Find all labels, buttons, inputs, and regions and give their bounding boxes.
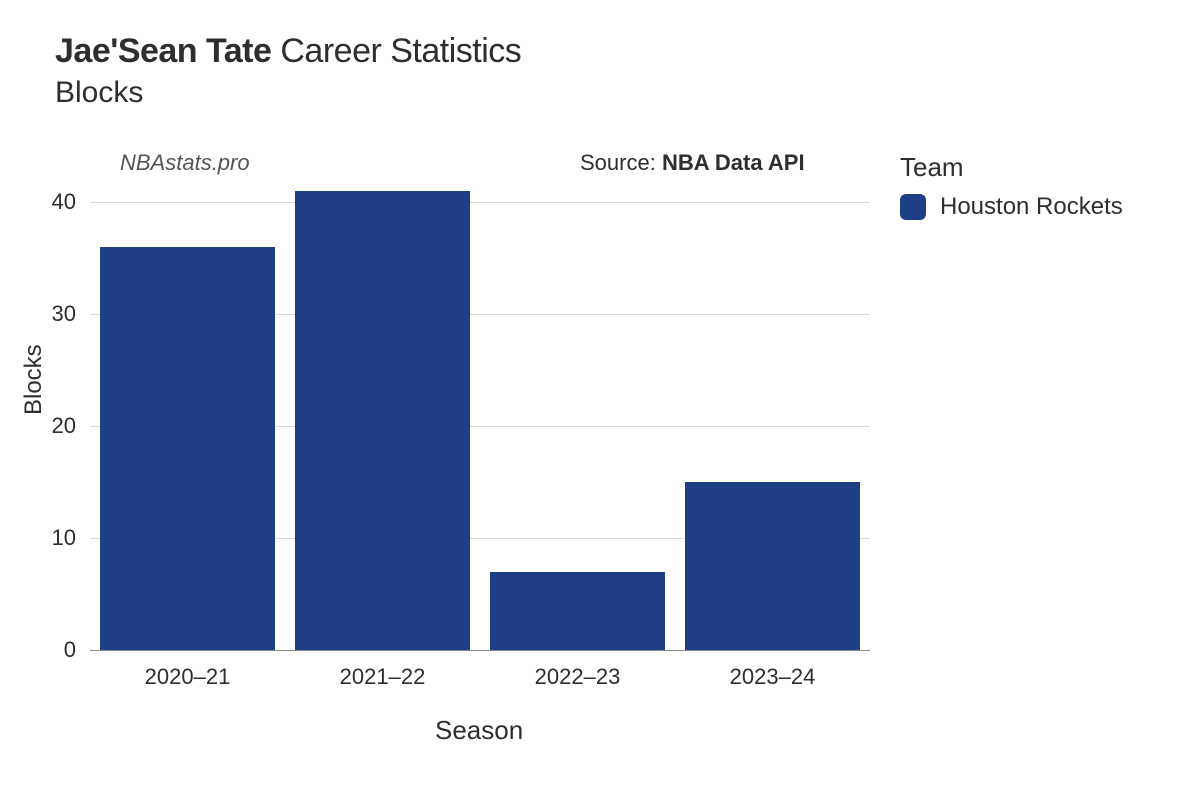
legend-swatch: [900, 194, 926, 220]
x-axis-label: Season: [435, 715, 523, 746]
x-tick-label: 2020–21: [145, 650, 231, 690]
bar: [295, 191, 471, 650]
y-tick-label: 30: [36, 301, 90, 327]
legend-label: Houston Rockets: [940, 193, 1123, 221]
x-tick-label: 2022–23: [535, 650, 621, 690]
chart-subtitle: Blocks: [55, 76, 143, 110]
y-tick-label: 10: [36, 525, 90, 551]
bar-chart: 0102030402020–212021–222022–232023–24: [90, 180, 870, 650]
attribution-site: NBAstats.pro: [120, 150, 250, 176]
chart-title: Jae'Sean Tate Career Statistics: [55, 32, 521, 71]
attribution-source-name: NBA Data API: [662, 150, 805, 175]
legend-title: Team: [900, 152, 1123, 183]
x-tick-label: 2021–22: [340, 650, 426, 690]
y-tick-label: 40: [36, 189, 90, 215]
title-rest: Career Statistics: [271, 32, 521, 70]
bar: [490, 572, 666, 650]
legend: Team Houston Rockets: [900, 152, 1123, 221]
bar: [685, 482, 861, 650]
legend-item: Houston Rockets: [900, 193, 1123, 221]
y-tick-label: 20: [36, 413, 90, 439]
x-tick-label: 2023–24: [730, 650, 816, 690]
attribution-source: Source: NBA Data API: [580, 150, 805, 176]
y-axis-label: Blocks: [20, 344, 48, 415]
y-tick-label: 0: [36, 637, 90, 663]
bar: [100, 247, 276, 650]
title-player-name: Jae'Sean Tate: [55, 32, 271, 70]
attribution-source-prefix: Source:: [580, 150, 662, 175]
grid-line: [90, 202, 870, 203]
